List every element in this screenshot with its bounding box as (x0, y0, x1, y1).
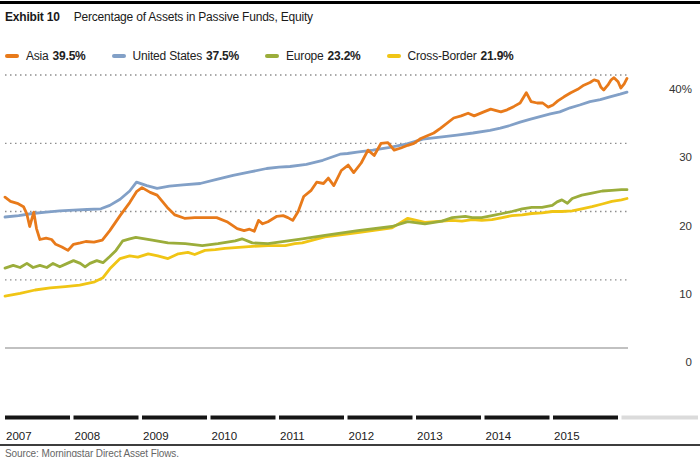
year-label-2009: 2009 (143, 430, 169, 442)
year-bar-partial (622, 416, 699, 420)
y-tick-label-20: 20 (679, 220, 692, 232)
year-bar-2015 (553, 416, 618, 420)
figure-bottom-rule (0, 444, 700, 446)
year-bar-2013 (416, 416, 481, 420)
y-tick-label-40: 40% (669, 83, 692, 95)
y-tick-label-30: 30 (679, 151, 692, 163)
year-bar-2009 (142, 416, 207, 420)
year-bar-2012 (348, 416, 413, 420)
year-bar-2007 (5, 416, 70, 420)
year-label-2012: 2012 (349, 430, 375, 442)
series-line-asia (5, 78, 627, 251)
year-label-2008: 2008 (75, 430, 101, 442)
year-label-2011: 2011 (280, 430, 305, 442)
y-tick-label-0: 0 (686, 356, 692, 368)
year-label-2013: 2013 (417, 430, 443, 442)
year-bar-2010 (211, 416, 276, 420)
source-note: Source: Morningstar Direct Asset Flows. (5, 448, 179, 457)
year-label-2007: 2007 (6, 430, 32, 442)
chart-canvas: 40%3020100200720082009201020112012201320… (0, 0, 700, 457)
year-label-2015: 2015 (554, 430, 580, 442)
year-bar-2011 (279, 416, 344, 420)
y-tick-label-10: 10 (679, 288, 692, 300)
exhibit-figure: Exhibit 10Percentage of Assets in Passiv… (0, 0, 700, 457)
year-bar-2014 (485, 416, 550, 420)
series-line-cross-border (5, 199, 627, 297)
year-label-2014: 2014 (486, 430, 512, 442)
series-line-europe (5, 190, 627, 268)
year-label-2010: 2010 (212, 430, 238, 442)
series-line-united-states (5, 92, 627, 217)
year-bar-2008 (74, 416, 139, 420)
